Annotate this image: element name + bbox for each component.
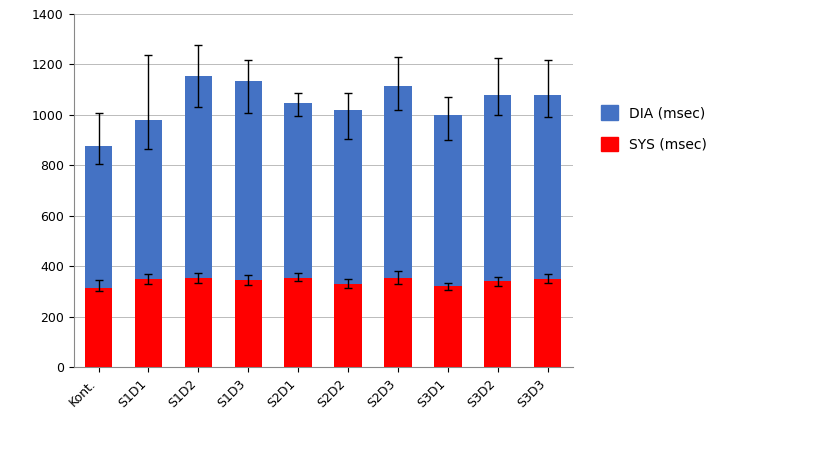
Bar [85,288,112,367]
Legend: DIA (msec), SYS (msec): DIA (msec), SYS (msec) [595,99,714,159]
Bar [434,286,461,367]
Bar [484,95,511,281]
Bar [434,115,461,286]
Bar [185,278,212,367]
Bar [135,120,162,279]
Bar [85,146,112,288]
Bar [135,279,162,367]
Bar [235,81,262,280]
Bar [335,284,362,367]
Bar [484,281,511,367]
Bar [185,76,212,278]
Bar [384,86,411,278]
Bar [384,278,411,367]
Bar [235,280,262,367]
Bar [285,278,312,367]
Bar [534,95,561,279]
Bar [335,110,362,284]
Bar [534,279,561,367]
Bar [285,103,312,278]
